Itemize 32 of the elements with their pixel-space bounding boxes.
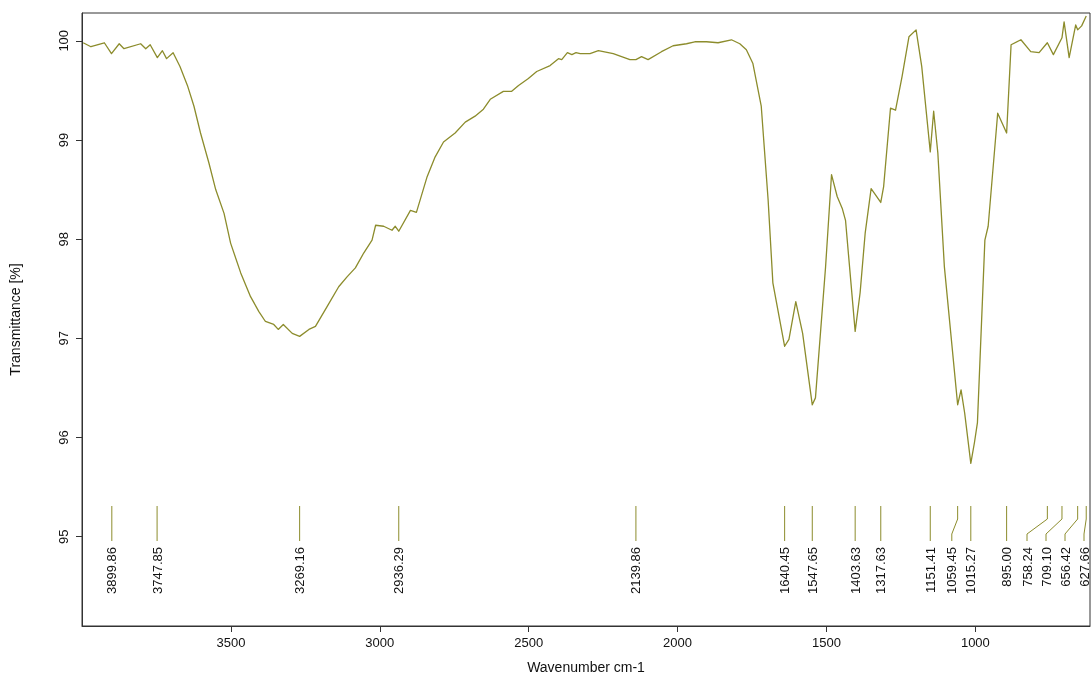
y-axis-title: Transmittance [%]	[7, 263, 23, 376]
x-axis-title: Wavenumber cm-1	[527, 659, 646, 675]
y-tick-label: 98	[56, 231, 71, 247]
x-tick-label: 2500	[514, 635, 544, 650]
annotation: 1015.27	[963, 547, 979, 594]
y-tick-label: 96	[56, 430, 71, 445]
annotation: 1547.65	[804, 547, 820, 594]
annotation: 1640.45	[777, 547, 793, 594]
annotation: 709.10	[1038, 547, 1054, 587]
annotation: 758.24	[1019, 547, 1035, 587]
x-tick-label: 1000	[960, 635, 990, 650]
y-tick-label: 99	[56, 132, 71, 148]
y-tick-label: 95	[56, 529, 71, 544]
y-tick-label: 100	[56, 29, 71, 52]
annotation: 3899.86	[104, 547, 120, 594]
annotation: 627.66	[1076, 547, 1091, 587]
annotation: 1317.63	[873, 547, 889, 594]
annotation: 1403.63	[847, 547, 863, 594]
annotation: 2139.86	[628, 547, 644, 594]
annotation: 3269.16	[292, 547, 308, 594]
x-tick-label: 3000	[365, 635, 395, 650]
annotation: 656.42	[1057, 547, 1073, 587]
x-tick-label: 3500	[216, 635, 246, 650]
x-tick-label: 1500	[812, 635, 841, 650]
y-tick-label: 97	[56, 331, 71, 346]
annotation: 2936.29	[391, 547, 407, 594]
line-series	[82, 15, 1087, 464]
x-tick-label: 2000	[663, 635, 693, 650]
annotation: 1151.41	[922, 547, 938, 594]
annotation: 1059.45	[944, 547, 960, 594]
annotation: 3747.85	[149, 547, 165, 594]
annotation: 895.00	[999, 547, 1015, 587]
